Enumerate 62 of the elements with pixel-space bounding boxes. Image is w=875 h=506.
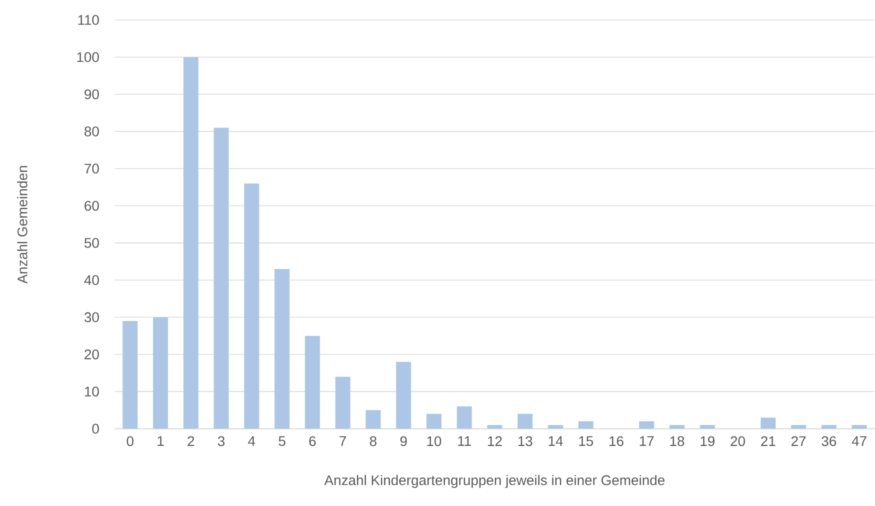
x-tick-label: 8 [370,436,376,446]
x-tick-label: 27 [791,436,806,446]
x-tick-label: 13 [518,436,532,446]
x-tick-label: 7 [340,436,346,446]
bar [639,421,654,429]
bar [578,421,594,429]
x-tick-label: 2 [188,436,194,446]
x-axis-title: Anzahl Kindergartengruppen jeweils in einer Gemeinde [324,475,665,488]
y-tick-label: 40 [84,275,99,286]
x-tick-label: 21 [761,436,776,446]
bar [153,317,168,429]
bar [456,406,472,429]
y-tick-label: 60 [84,200,99,211]
y-tick-label: 80 [84,126,99,137]
x-tick-label: 1 [158,436,164,446]
bar [183,57,198,429]
x-tick-label: 47 [852,436,866,446]
x-tick-label: 9 [400,436,407,446]
bar [487,425,502,429]
bar [670,425,685,429]
x-tick-label: 15 [579,436,594,446]
y-tick-label: 0 [92,424,99,434]
bar [821,425,836,429]
x-tick-label: 3 [218,436,225,446]
bar [122,321,138,429]
bar [274,269,290,429]
x-tick-label: 0 [126,436,134,446]
bar [548,425,563,429]
x-tick-label: 20 [730,436,745,446]
bar [396,362,412,429]
y-tick-label: 90 [84,90,99,100]
x-tick-label: 5 [278,436,286,446]
y-tick-label: 110 [78,15,99,26]
x-tick-label: 10 [427,436,442,446]
bar [366,410,381,429]
x-tick-label: 36 [822,436,836,446]
x-tick-label: 18 [670,436,684,446]
x-tick-label: 16 [610,436,624,446]
bar [760,418,776,429]
y-axis-title: Anzahl Gemeinden [17,166,28,284]
bar [304,336,320,429]
x-tick-label: 11 [458,436,471,446]
bar [244,184,260,429]
bar [852,425,867,429]
bar [335,376,350,429]
bar [214,128,229,429]
bar [791,425,806,429]
y-tick-label: 50 [84,238,99,248]
y-tick-label: 20 [84,350,99,360]
x-tick-label: 4 [248,436,256,446]
bar [426,414,442,429]
y-tick-label: 10 [84,386,99,397]
y-tick-label: 100 [77,52,99,62]
bar [518,414,533,429]
x-tick-label: 12 [488,436,502,446]
y-tick-label: 30 [84,312,99,322]
y-tick-label: 70 [84,164,99,174]
x-tick-label: 14 [548,436,563,446]
x-tick-label: 19 [700,436,714,446]
bar [700,425,715,429]
x-tick-label: 17 [640,436,654,446]
x-tick-label: 6 [309,436,316,446]
